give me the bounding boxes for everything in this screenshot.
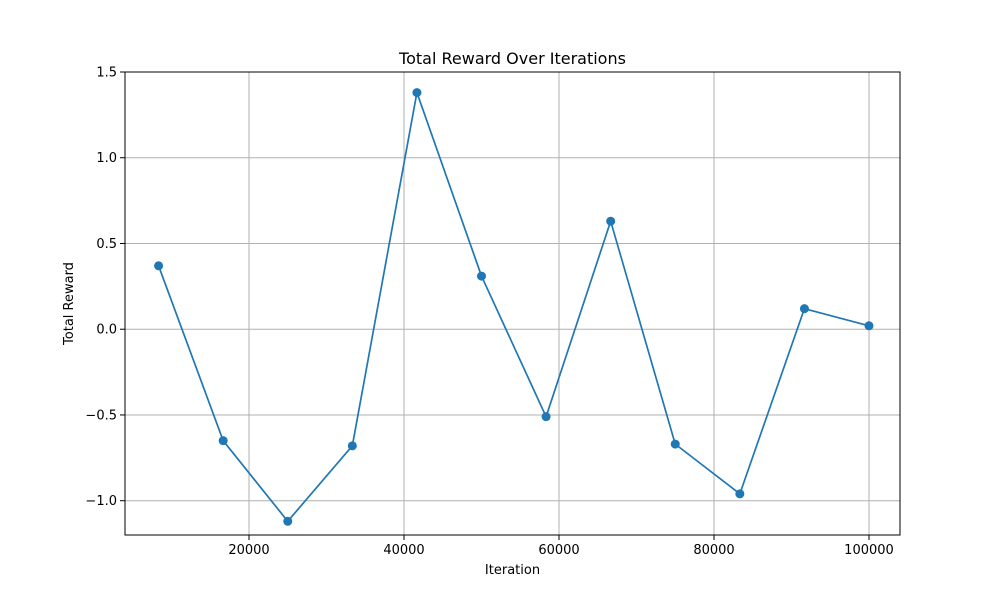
data-point: [283, 516, 293, 526]
x-tick-label: 20000: [228, 543, 269, 558]
data-point: [606, 216, 616, 226]
data-point: [541, 412, 551, 422]
y-tick-label: 0.5: [96, 237, 117, 252]
data-point: [799, 304, 809, 314]
data-point: [154, 261, 164, 271]
y-axis-title: Total Reward: [62, 262, 77, 346]
data-point: [670, 439, 680, 449]
x-tick-label: 60000: [538, 543, 579, 558]
y-tick-label: 1.5: [96, 66, 117, 81]
y-tick-label: −0.5: [85, 408, 117, 423]
y-tick-label: 0.0: [96, 323, 117, 338]
x-tick-label: 100000: [844, 543, 894, 558]
data-point: [864, 321, 874, 331]
series-layer: [154, 88, 874, 526]
plot-area-frame: [124, 71, 901, 536]
y-axis: −1.0 −0.5 0.0 0.5 1.0 1.5: [85, 66, 125, 509]
chart-title: Total Reward Over Iterations: [398, 49, 626, 68]
data-point: [412, 88, 422, 98]
y-tick-label: 1.0: [96, 151, 117, 166]
data-point: [347, 441, 357, 451]
series-line: [157, 91, 870, 523]
x-tick-label: 80000: [693, 543, 734, 558]
data-point: [218, 436, 228, 446]
x-axis-title: Iteration: [485, 563, 540, 578]
y-tick-label: −1.0: [85, 494, 117, 509]
data-point: [735, 489, 745, 499]
x-tick-label: 40000: [383, 543, 424, 558]
data-point: [477, 271, 486, 281]
x-axis: 20000 40000 60000 80000 100000: [228, 535, 894, 558]
